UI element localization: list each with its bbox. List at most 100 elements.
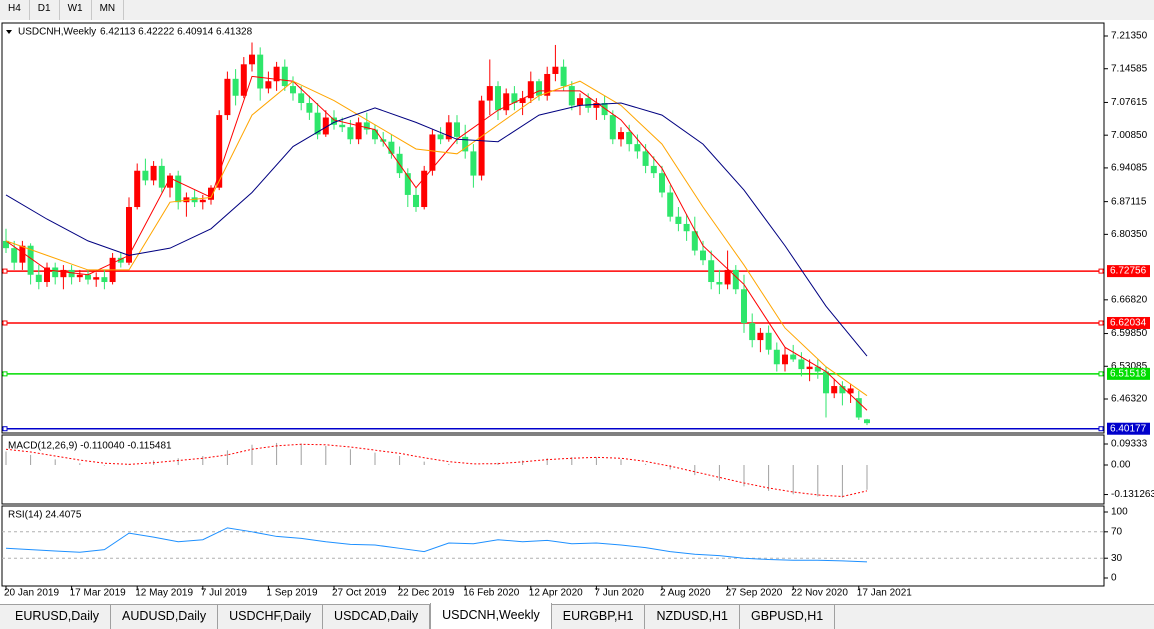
candle-body [331, 117, 337, 125]
candle-body [158, 165, 165, 188]
candle-body [413, 194, 419, 208]
chart-tab[interactable]: GBPUSD,H1 [740, 605, 836, 629]
candle-body [93, 277, 100, 280]
macd-title: MACD(12,26,9) -0.110040 -0.115481 [8, 441, 172, 452]
candle-body [150, 165, 157, 181]
candle-body [659, 173, 665, 193]
candle-body [126, 207, 132, 263]
candle-body [265, 81, 272, 89]
chart-tab[interactable]: EURUSD,Daily [4, 605, 112, 629]
candle-body [240, 64, 247, 96]
candle-body [35, 274, 42, 283]
candle-body [175, 175, 182, 203]
y-tick-label: 7.00850 [1111, 130, 1148, 141]
candle-body [224, 78, 231, 116]
chart-tab[interactable]: USDCHF,Daily [218, 605, 324, 629]
candle-body [445, 122, 452, 140]
candle-body [667, 192, 674, 217]
x-tick-label: 27 Oct 2019 [332, 588, 387, 599]
y-tick-label: 6.87115 [1111, 196, 1147, 207]
candle-body [421, 170, 428, 208]
level-end [2, 371, 8, 377]
candle-body [650, 165, 657, 174]
candle-body [798, 359, 805, 370]
candle-body [823, 371, 829, 394]
candle-body [478, 100, 485, 176]
y-tick-label: 0.00 [1111, 460, 1131, 471]
timeframe-toolbar: H4 D1 W1 MN [0, 0, 1154, 20]
candle-body [790, 354, 797, 360]
candle-body [347, 127, 354, 140]
candle-body [544, 73, 551, 96]
candle-body [101, 277, 108, 283]
candle-body [593, 103, 600, 108]
candle-body [462, 136, 469, 152]
level-end [2, 268, 8, 274]
candle-body [503, 93, 510, 111]
candle-body [68, 269, 75, 278]
timeframe-button[interactable]: W1 [60, 0, 92, 20]
candle-body [560, 66, 567, 87]
candle-body [675, 216, 682, 224]
timeframe-button[interactable]: H4 [0, 0, 30, 20]
x-tick-label: 27 Sep 2020 [726, 588, 783, 599]
chart-tab[interactable]: AUDUSD,Daily [111, 605, 219, 629]
candle-body [732, 269, 739, 290]
level-label: 6.72756 [1110, 266, 1147, 277]
x-tick-label: 7 Jul 2019 [201, 588, 248, 599]
candle-body [741, 289, 747, 324]
y-tick-label: 7.07615 [1111, 97, 1148, 108]
candle-body [208, 187, 214, 200]
chart-window: USDCNH,Weekly 6.42113 6.42222 6.40914 6.… [1, 22, 1154, 599]
candle-body [536, 81, 542, 96]
timeframe-button[interactable]: D1 [30, 0, 60, 20]
candle-body [281, 66, 288, 87]
level-label-box [1107, 422, 1150, 435]
chart-tab[interactable]: USDCNH,Weekly [430, 603, 552, 629]
y-tick-label: 6.80350 [1111, 229, 1148, 240]
chart-tab[interactable]: NZDUSD,H1 [645, 605, 740, 629]
x-tick-label: 22 Dec 2019 [398, 588, 455, 599]
candle-body [486, 86, 493, 101]
ohlc-text: 6.42113 6.42222 6.40914 6.41328 [100, 27, 253, 38]
timeframe-button[interactable]: MN [92, 0, 125, 20]
candle-body [322, 117, 329, 135]
rsi-line [5, 527, 868, 563]
x-tick-label: 2 Aug 2020 [660, 588, 711, 599]
candle-body [134, 170, 141, 208]
candle-body [298, 93, 305, 104]
moving-average [5, 102, 868, 357]
main-panel [1, 22, 1105, 434]
candle-body [601, 103, 608, 116]
candle-body [117, 257, 124, 263]
candle-body [437, 134, 444, 140]
candle-body [855, 398, 862, 418]
macd-signal [5, 443, 868, 498]
candle-body [199, 199, 206, 203]
y-tick-label: 7.14585 [1111, 63, 1148, 74]
chart-tabs: EURUSD,Daily AUDUSD,Daily USDCHF,Daily USDC… [0, 603, 1154, 629]
x-tick-label: 20 Jan 2019 [4, 588, 59, 599]
candle-body [716, 282, 723, 285]
candle-body [355, 122, 362, 140]
candle-body [19, 245, 26, 263]
moving-average [5, 75, 868, 411]
level-end [1098, 426, 1104, 432]
candle-body [527, 81, 534, 99]
candle-body [757, 332, 764, 341]
candle-body [44, 267, 50, 283]
chart-tab[interactable]: EURGBP,H1 [552, 605, 646, 629]
candle-body [216, 115, 223, 188]
level-label-box [1107, 316, 1150, 329]
rsi-panel [1, 505, 1105, 587]
candle-body [290, 86, 296, 94]
y-tick-label: 6.94085 [1111, 163, 1148, 174]
candle-body [618, 132, 624, 140]
candle-body [76, 274, 83, 278]
chart-tab[interactable]: USDCAD,Daily [323, 605, 431, 629]
candle-body [691, 231, 698, 251]
macd-panel [1, 434, 1105, 505]
x-tick-label: 12 May 2019 [135, 588, 193, 599]
level-end [1098, 320, 1104, 326]
candle-body [847, 388, 854, 394]
